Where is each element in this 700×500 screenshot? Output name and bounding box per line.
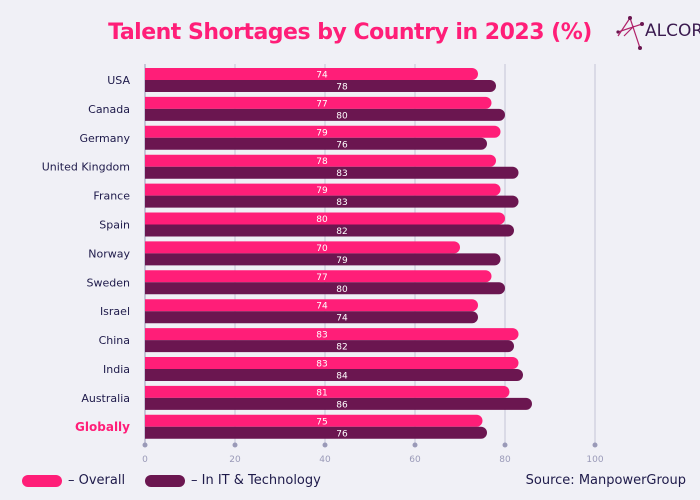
category-label: USA [107, 74, 130, 87]
x-tick-label: 60 [409, 455, 421, 465]
data-label: 78 [316, 157, 328, 167]
bar-it [145, 166, 519, 179]
bar-it [145, 224, 514, 237]
bar-it [145, 426, 488, 439]
x-tick-label: 80 [499, 455, 511, 465]
bar-overall [145, 241, 461, 254]
bar-it [145, 108, 506, 121]
source-note: Source: ManpowerGroup [525, 473, 686, 488]
bar-it [145, 137, 488, 150]
tick-dot [322, 442, 328, 448]
legend-swatch-overall [22, 474, 62, 487]
data-label: 79 [316, 186, 328, 196]
bar-it [145, 369, 523, 381]
data-label: 82 [336, 343, 347, 353]
x-tick-label: 0 [142, 455, 148, 465]
data-label: 83 [316, 331, 327, 341]
bar-it [145, 340, 514, 353]
data-label: 80 [336, 111, 348, 121]
tick-dot [142, 442, 148, 448]
category-label: Spain [99, 219, 130, 232]
category-label: Australia [81, 392, 130, 405]
data-label: 74 [336, 314, 348, 324]
bar-overall [145, 270, 492, 283]
bar-it [145, 80, 496, 92]
data-label: 86 [336, 400, 348, 410]
data-label: 83 [336, 198, 347, 208]
legend-swatch-it [145, 474, 185, 487]
data-label: 84 [336, 372, 348, 382]
bar-it [145, 253, 501, 266]
data-label: 80 [316, 215, 328, 225]
category-label: Germany [79, 132, 130, 145]
data-label: 83 [316, 360, 327, 370]
data-label: 76 [336, 140, 348, 150]
legend-item-it: – In IT & Technology [145, 473, 321, 488]
category-label: China [99, 334, 130, 347]
data-label: 76 [336, 429, 348, 439]
tick-dot [592, 442, 598, 448]
bar-overall [145, 68, 478, 80]
category-label: India [103, 363, 130, 376]
bar-it [145, 311, 479, 324]
x-tick-label: 40 [319, 455, 331, 465]
data-label: 74 [316, 71, 328, 81]
category-label: Israel [100, 305, 130, 318]
bar-it [145, 195, 519, 208]
data-label: 82 [336, 227, 347, 237]
bar-overall [145, 357, 519, 369]
data-label: 77 [316, 273, 327, 283]
legend-label-it: – In IT & Technology [191, 473, 321, 488]
bar-overall [145, 299, 479, 312]
bar-overall [145, 96, 492, 109]
bar-overall [145, 414, 483, 427]
data-label: 79 [316, 128, 328, 138]
data-label: 80 [336, 285, 348, 295]
category-label: France [93, 190, 130, 203]
tick-dot [502, 442, 508, 448]
alcor-logo-icon [616, 16, 644, 50]
category-label: United Kingdom [42, 161, 130, 174]
bar-it [145, 282, 506, 295]
tick-dot [412, 442, 418, 448]
legend-item-overall: – Overall [22, 473, 125, 488]
bar-overall [145, 154, 497, 167]
data-label: 78 [336, 83, 348, 93]
chart-title: Talent Shortages by Country in 2023 (%) [108, 20, 592, 45]
legend-label-overall: – Overall [68, 473, 126, 488]
data-label: 74 [316, 302, 328, 312]
data-label: 79 [336, 256, 348, 266]
bar-overall [145, 328, 519, 341]
category-label: Globally [75, 420, 130, 434]
x-tick-label: 20 [229, 455, 241, 465]
category-label: Canada [88, 103, 130, 116]
data-label: 75 [316, 417, 327, 427]
x-tick-label: 100 [586, 455, 603, 465]
tick-dot [232, 442, 238, 448]
category-label: Norway [88, 247, 130, 260]
bar-it [145, 397, 532, 410]
bar-overall [145, 183, 501, 196]
logo-text: ALCOR [645, 21, 700, 41]
category-label: Sweden [87, 276, 130, 289]
bar-overall [145, 125, 501, 138]
data-label: 83 [336, 169, 347, 179]
data-label: 77 [316, 99, 327, 109]
bar-overall [145, 385, 510, 398]
data-label: 70 [316, 244, 328, 254]
bar-overall [145, 212, 506, 225]
data-label: 81 [316, 388, 327, 398]
